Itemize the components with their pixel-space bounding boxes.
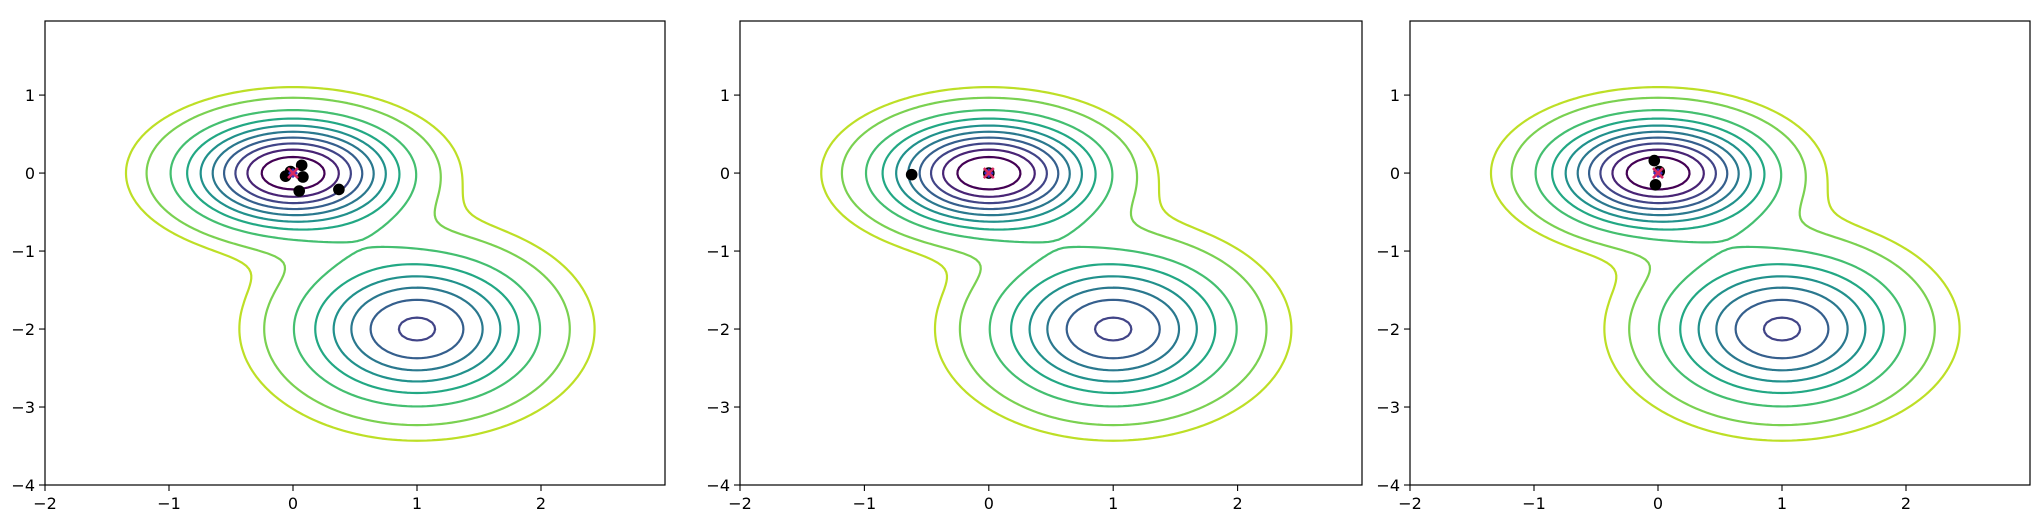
axes-frame <box>739 20 1363 486</box>
mean-marker <box>1652 167 1664 179</box>
x-tick-label: −1 <box>853 494 877 513</box>
contour-level-6 <box>211 130 484 372</box>
y-tick-label: 0 <box>720 164 730 183</box>
x-tick-label: 0 <box>1653 494 1663 513</box>
x-tick-label: 2 <box>1901 494 1911 513</box>
sample-point <box>293 185 306 197</box>
y-tick-label: −2 <box>706 320 730 339</box>
contour-level-2 <box>840 96 1268 427</box>
contour-level-6 <box>907 130 1181 372</box>
contour-level-5 <box>199 124 502 383</box>
contour-level-3 <box>864 108 1238 408</box>
x-tick-label: −1 <box>157 494 181 513</box>
y-tick-label: −4 <box>706 476 730 495</box>
sample-point <box>333 183 345 196</box>
sample-point <box>1648 154 1661 167</box>
contour-level-7 <box>1587 136 1830 360</box>
sample-point <box>905 168 918 181</box>
contour-level-2 <box>1510 96 1936 427</box>
contour-level-8 <box>1599 142 1802 342</box>
contour-level-7 <box>222 136 465 360</box>
contour-level-2 <box>145 96 571 427</box>
y-tick-label: −1 <box>706 242 730 261</box>
contour-level-4 <box>1551 117 1885 395</box>
y-tick-label: 0 <box>1390 164 1400 183</box>
y-tick-label: −2 <box>11 320 35 339</box>
x-tick-label: −2 <box>1398 494 1422 513</box>
x-tick-label: 2 <box>1233 494 1243 513</box>
x-tick-label: 0 <box>984 494 994 513</box>
contour-level-5 <box>895 124 1198 383</box>
sample-point <box>1649 178 1662 191</box>
y-tick-label: 1 <box>25 86 35 105</box>
x-tick-label: 2 <box>536 494 546 513</box>
y-tick-label: −4 <box>1376 476 1400 495</box>
mean-marker <box>982 167 995 179</box>
panel-2: −2 −1 0 1 2 −4 −3 −2 −1 0 1 <box>706 20 1363 513</box>
contour-lines <box>820 86 1293 442</box>
contour-level-10 <box>1625 155 1691 191</box>
y-tick-label: −3 <box>706 398 730 417</box>
contour-level-1 <box>1489 86 1961 442</box>
x-tick-label: −2 <box>728 494 752 513</box>
y-tick-label: −3 <box>11 398 35 417</box>
contour-level-4 <box>186 117 520 395</box>
y-tick-label: −2 <box>1376 320 1400 339</box>
x-tick-label: 1 <box>412 494 422 513</box>
y-tick-label: −1 <box>1376 242 1400 261</box>
contour-level-9 <box>1611 148 1705 198</box>
y-tick-label: 1 <box>1390 86 1400 105</box>
y-tick-label: 1 <box>720 86 730 105</box>
axes-frame <box>44 20 666 486</box>
y-tick-label: 0 <box>25 164 35 183</box>
contour-level-8 <box>929 142 1133 342</box>
x-tick-label: −1 <box>1522 494 1546 513</box>
panel-3: −2 −1 0 1 2 −4 −3 −2 −1 0 1 <box>1376 20 2031 513</box>
sample-point <box>297 171 309 183</box>
contour-level-9 <box>246 148 340 198</box>
contour-level-3 <box>1534 108 1907 408</box>
contour-level-8 <box>234 142 437 342</box>
contour-lines <box>124 86 596 442</box>
contour-level-1 <box>820 86 1293 442</box>
contour-level-7 <box>918 136 1161 360</box>
contour-level-1 <box>124 86 596 442</box>
mean-marker <box>287 167 299 179</box>
contour-level-4 <box>881 117 1217 395</box>
y-tick-label: −1 <box>11 242 35 261</box>
y-tick-label: −3 <box>1376 398 1400 417</box>
contour-level-6 <box>1576 130 1849 372</box>
contour-level-5 <box>1564 124 1867 383</box>
sample-point <box>295 159 308 172</box>
x-tick-label: −2 <box>33 494 57 513</box>
x-tick-label: 1 <box>1108 494 1118 513</box>
x-tick-label: 0 <box>288 494 298 513</box>
y-tick-label: −4 <box>11 476 35 495</box>
contour-lines <box>1489 86 1961 442</box>
axes-frame <box>1409 20 2031 486</box>
contour-level-9 <box>942 148 1036 198</box>
x-tick-label: 1 <box>1777 494 1787 513</box>
panel-1: −2 −1 0 1 2 −4 −3 −2 −1 0 1 <box>11 20 666 513</box>
contour-level-3 <box>169 108 542 408</box>
contour-level-10 <box>956 155 1022 191</box>
